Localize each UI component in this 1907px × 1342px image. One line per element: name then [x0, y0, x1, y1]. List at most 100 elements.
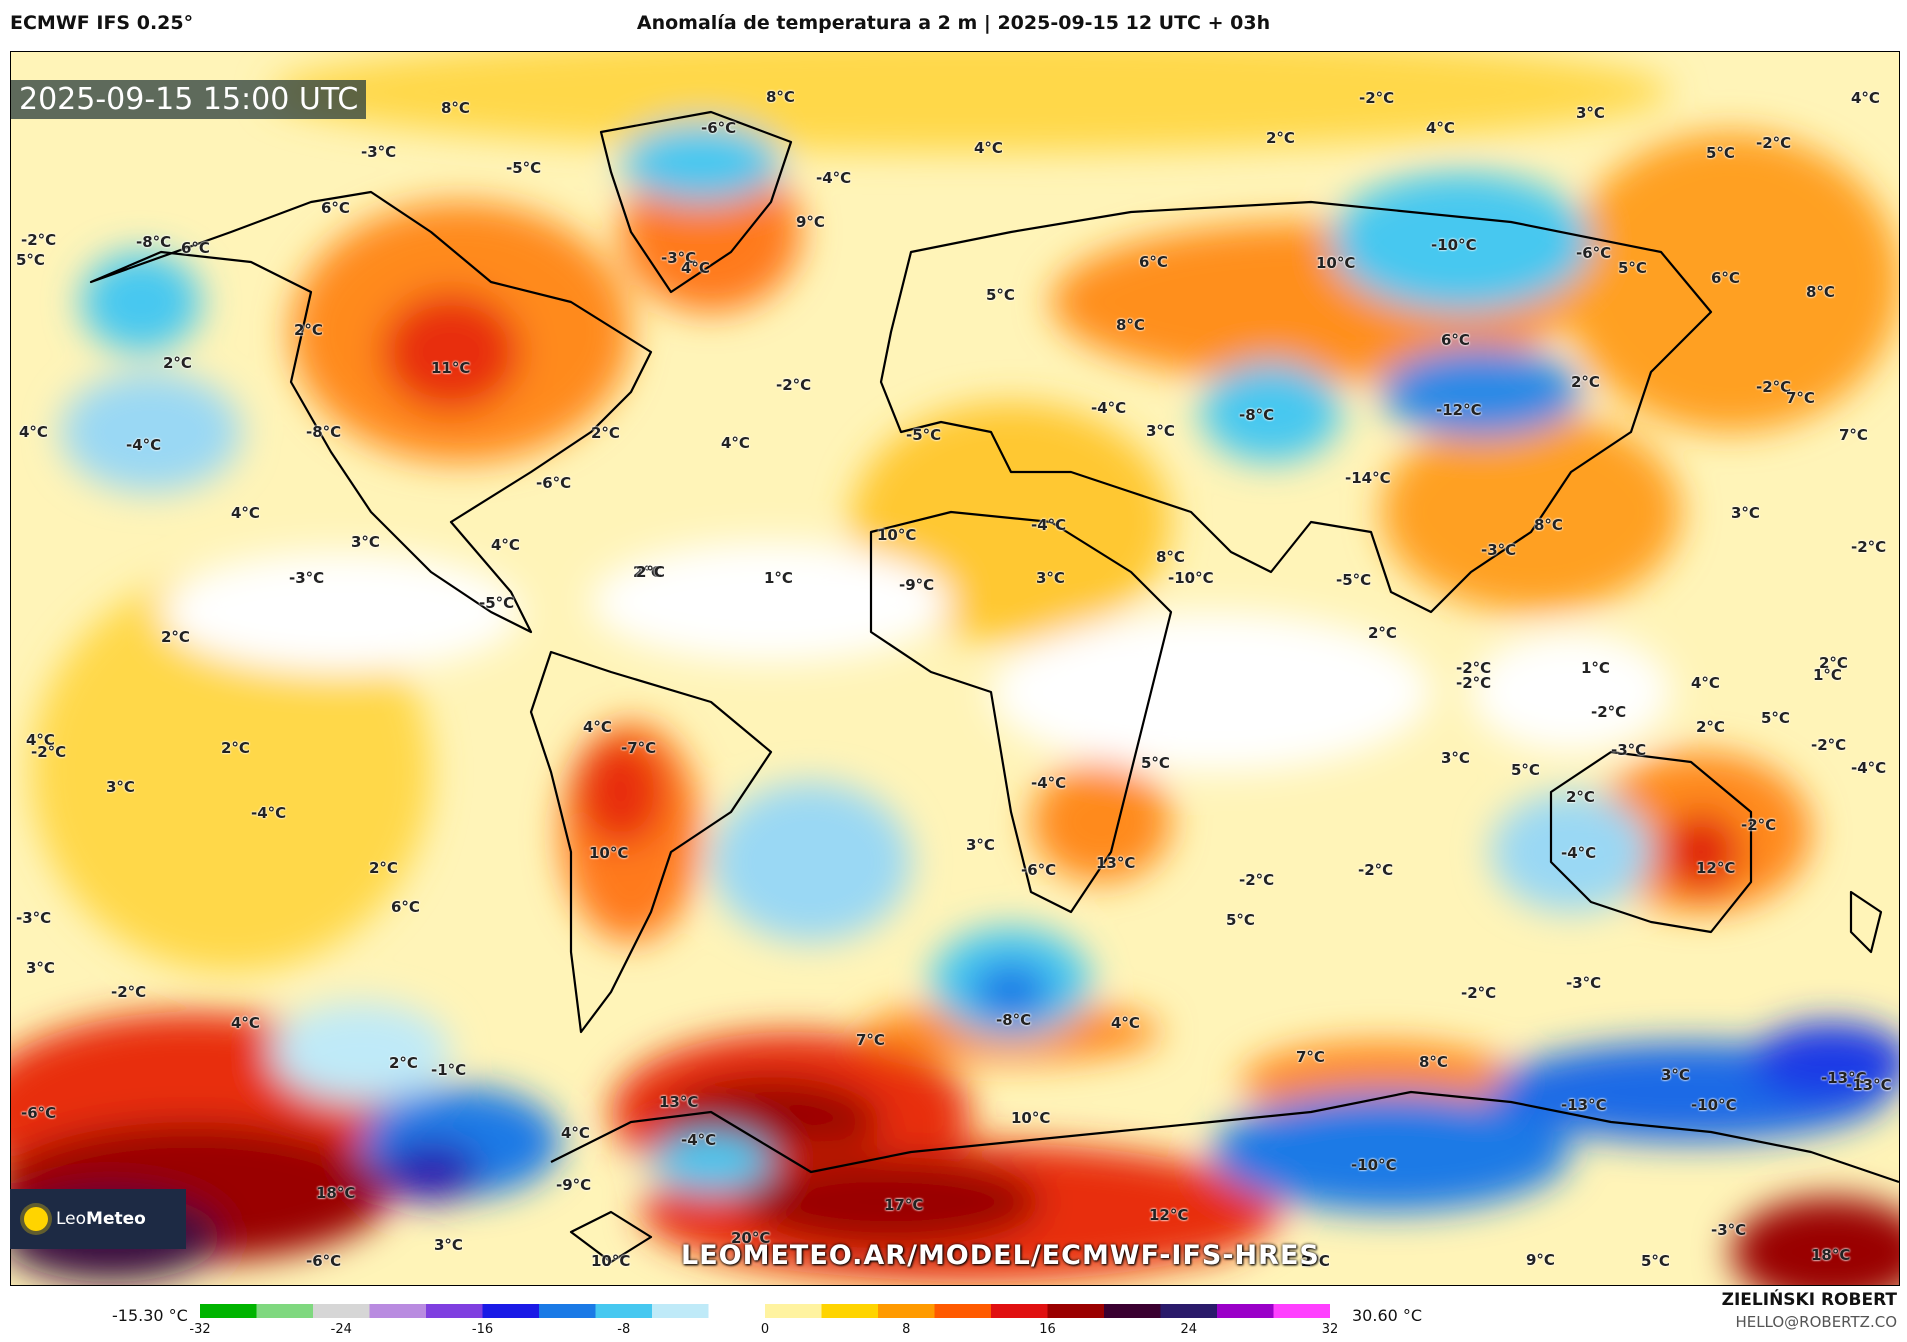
anomaly-value-label: -6°C	[1021, 861, 1057, 879]
color-scale-cell	[878, 1304, 935, 1318]
valid-time-badge: 2025-09-15 15:00 UTC	[11, 80, 367, 119]
anomaly-value-label: -6°C	[1576, 244, 1612, 262]
anomaly-value-label: -2°C	[1239, 871, 1275, 889]
anomaly-value-label: -2°C	[1456, 659, 1492, 677]
anomaly-value-label: 4°C	[721, 434, 750, 452]
anomaly-value-label: -8°C	[996, 1011, 1032, 1029]
anomaly-value-label: -2°C	[1359, 89, 1395, 107]
anomaly-value-label: -3°C	[1566, 974, 1602, 992]
anomaly-value-label: -4°C	[251, 804, 287, 822]
anomaly-value-label: 20°C	[731, 1229, 771, 1247]
anomaly-value-label: 8°C	[441, 99, 470, 117]
anomaly-value-label: 6°C	[391, 898, 420, 916]
anomaly-value-label: 8°C	[1419, 1053, 1448, 1071]
leometeo-logo: Leo Meteo	[10, 1189, 186, 1249]
anomaly-value-label: 4°C	[491, 536, 520, 554]
anomaly-value-label: -6°C	[536, 474, 572, 492]
anomaly-value-label: 7°C	[1839, 426, 1868, 444]
color-scale-cell	[821, 1304, 879, 1318]
author-name: ZIELIŃSKI ROBERT	[1721, 1290, 1897, 1310]
anomaly-value-label: -6°C	[306, 1252, 342, 1270]
anomaly-value-label: 3°C	[1731, 504, 1760, 522]
color-scale-tick: 8	[902, 1322, 911, 1337]
anomaly-value-label: -3°C	[1611, 741, 1647, 759]
anomaly-value-label: 4°C	[1851, 89, 1880, 107]
anomaly-value-label: -10°C	[1691, 1096, 1737, 1114]
anomaly-value-label: 2°C	[389, 1054, 418, 1072]
anomaly-value-label: 4°C	[974, 139, 1003, 157]
anomaly-value-label: -4°C	[1091, 399, 1127, 417]
anomaly-value-label: -4°C	[1031, 774, 1067, 792]
anomaly-value-label: 12°C	[1696, 859, 1736, 877]
color-scale-cell	[1160, 1304, 1218, 1318]
anomaly-value-label: 5°C	[1641, 1252, 1670, 1270]
anomaly-value-label: -8°C	[306, 423, 342, 441]
anomaly-value-label: 8°C	[1156, 548, 1185, 566]
anomaly-value-label: 2°C	[1819, 654, 1848, 672]
color-scale-cell	[256, 1304, 314, 1318]
color-scale-tick: -32	[189, 1322, 211, 1337]
author-email: HELLO@ROBERTZ.CO	[1735, 1313, 1897, 1331]
temperature-anomaly-map: 2025-09-15 15:00 UTC 8°C 8°C -6°C -4°C 9°C 4°…	[10, 51, 1900, 1286]
anomaly-value-label: 1°C	[1581, 659, 1610, 677]
anomaly-value-label: 2°C	[1566, 788, 1595, 806]
anomaly-value-label: -3°C	[661, 249, 697, 267]
logo-text-leo: Leo	[56, 1209, 87, 1229]
anomaly-value-label: 11°C	[431, 359, 471, 377]
source-url-watermark: LEOMETEO.AR/MODEL/ECMWF-IFS-HRES	[681, 1240, 1320, 1271]
anomaly-value-label: 5°C	[1618, 259, 1647, 277]
anomaly-value-label: 2°C	[163, 354, 192, 372]
anomaly-value-label: 10°C	[1316, 254, 1356, 272]
anomaly-value-label: 2°C	[1301, 1252, 1330, 1270]
color-scale-cell	[708, 1304, 766, 1318]
anomaly-value-label: 8°C	[1116, 316, 1145, 334]
color-scale-cell	[1047, 1304, 1105, 1318]
anomaly-value-label: 4°C	[1426, 119, 1455, 137]
color-scale-cell	[1273, 1304, 1330, 1318]
map-title: Anomalía de temperatura a 2 m | 2025-09-…	[636, 12, 1271, 34]
color-scale-tick: 32	[1321, 1322, 1339, 1337]
anomaly-value-label: -10°C	[1351, 1156, 1397, 1174]
anomaly-value-label: -6°C	[21, 1104, 57, 1122]
anomaly-value-label: -8°C	[136, 233, 172, 251]
anomaly-value-label: 9°C	[1526, 1251, 1555, 1269]
color-scale-tick: -16	[471, 1322, 494, 1337]
anomaly-value-label: -12°C	[1436, 401, 1482, 419]
anomaly-value-label: 5°C	[1141, 754, 1170, 772]
anomaly-value-label: 4°C	[19, 423, 48, 441]
anomaly-value-label: 5°C	[986, 286, 1015, 304]
anomaly-value-label: 2°C	[161, 628, 190, 646]
anomaly-value-label: 2°C	[591, 424, 620, 442]
color-scale-cell	[991, 1304, 1048, 1318]
anomaly-value-label: 10°C	[1011, 1109, 1051, 1127]
anomaly-value-label: 4°C	[1111, 1014, 1140, 1032]
anomaly-value-label: -1°C	[431, 1061, 467, 1079]
anomaly-value-label: 2°C	[1266, 129, 1295, 147]
anomaly-value-label: -3°C	[361, 143, 397, 161]
anomaly-value-label: -7°C	[621, 739, 657, 757]
anomaly-value-label: -2°C	[776, 376, 812, 394]
color-scale-cell	[652, 1304, 709, 1318]
color-scale-cell	[934, 1304, 992, 1318]
anomaly-value-label: 4°C	[583, 718, 612, 736]
anomaly-value-label: -5°C	[506, 159, 542, 177]
anomaly-value-label: 4°C	[231, 1014, 260, 1032]
anomaly-value-label: -3°C	[16, 909, 52, 927]
anomaly-value-label: 7°C	[856, 1031, 885, 1049]
anomaly-value-label: 13°C	[659, 1093, 699, 1111]
anomaly-value-label: -2°C	[1851, 538, 1887, 556]
anomaly-field	[11, 52, 1899, 1285]
model-name: ECMWF IFS 0.25°	[10, 12, 194, 34]
anomaly-value-label: 3°C	[1576, 104, 1605, 122]
anomaly-value-label: 17°C	[884, 1196, 924, 1214]
anomaly-value-label: 4°C	[561, 1124, 590, 1142]
anomaly-value-label: -2°C	[1756, 134, 1792, 152]
anomaly-value-label: -4°C	[126, 436, 162, 454]
anomaly-value-label: 1°C	[1813, 666, 1842, 684]
anomaly-value-label: 9°C	[796, 213, 825, 231]
anomaly-value-label: 3°C	[1441, 749, 1470, 767]
color-scale-tick: 0	[760, 1322, 770, 1337]
anomaly-value-label: 10°C	[877, 526, 917, 544]
anomaly-value-label: 6°C	[1711, 269, 1740, 287]
anomaly-value-label: -9°C	[899, 576, 935, 594]
